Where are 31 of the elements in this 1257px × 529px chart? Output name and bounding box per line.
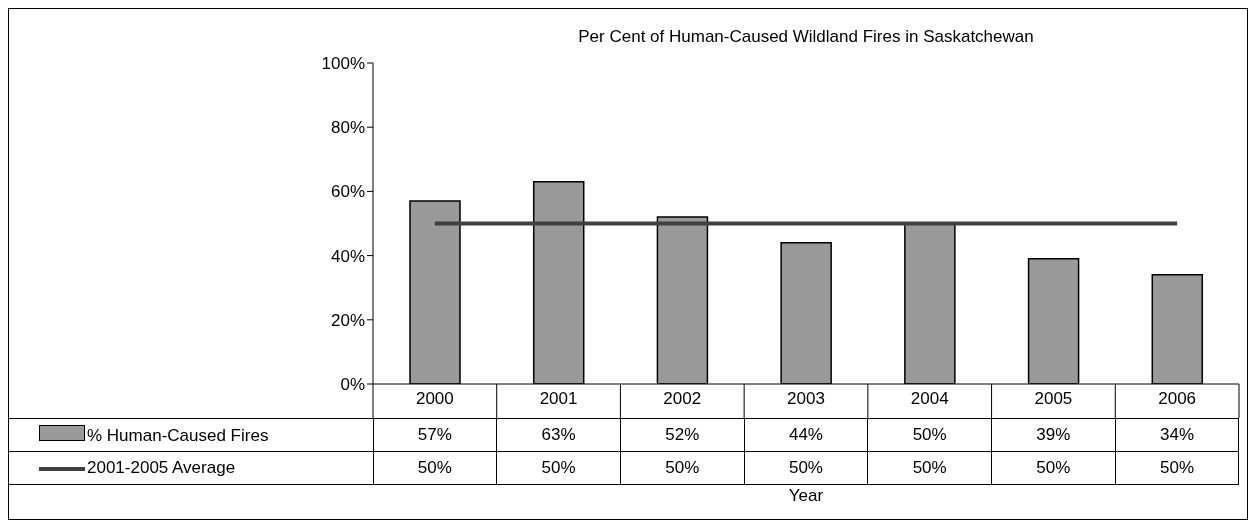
- data-label: 50%: [867, 418, 992, 452]
- x-axis-title: Year: [787, 486, 825, 506]
- data-label: 52%: [620, 418, 745, 452]
- y-tick-label: 80%: [330, 118, 365, 138]
- data-label: 50%: [620, 451, 745, 485]
- y-tick-label: 0%: [340, 375, 365, 395]
- x-tick-label: 2000: [415, 389, 454, 409]
- y-tick-label: 100%: [321, 54, 365, 74]
- data-label: 50%: [1115, 451, 1239, 485]
- data-label: 50%: [496, 451, 621, 485]
- data-label: 50%: [744, 451, 868, 485]
- chart-title: Per Cent of Human-Caused Wildland Fires in Saskatchewan: [577, 27, 1035, 47]
- legend-label: 2001-2005 Average: [87, 458, 236, 477]
- x-tick-label: 2006: [1158, 389, 1197, 409]
- data-label: 34%: [1115, 418, 1239, 452]
- y-tick-label: 20%: [330, 310, 365, 330]
- legend-label: % Human-Caused Fires: [87, 425, 269, 445]
- x-tick-label: 2003: [787, 389, 825, 409]
- data-label: 44%: [744, 418, 868, 452]
- x-tick-label: 2001: [539, 389, 578, 409]
- x-tick-label: 2005: [1034, 389, 1073, 409]
- x-tick-label: 2002: [663, 389, 702, 409]
- data-label: 50%: [867, 451, 992, 485]
- y-tick-label: 40%: [330, 246, 365, 266]
- x-tick-label: 2004: [910, 389, 949, 409]
- data-label: 63%: [496, 418, 621, 452]
- data-label: 50%: [373, 451, 497, 485]
- y-tick-label: 60%: [330, 182, 365, 202]
- data-label: 57%: [373, 418, 497, 452]
- data-label: 39%: [991, 418, 1116, 452]
- data-label: 50%: [991, 451, 1116, 485]
